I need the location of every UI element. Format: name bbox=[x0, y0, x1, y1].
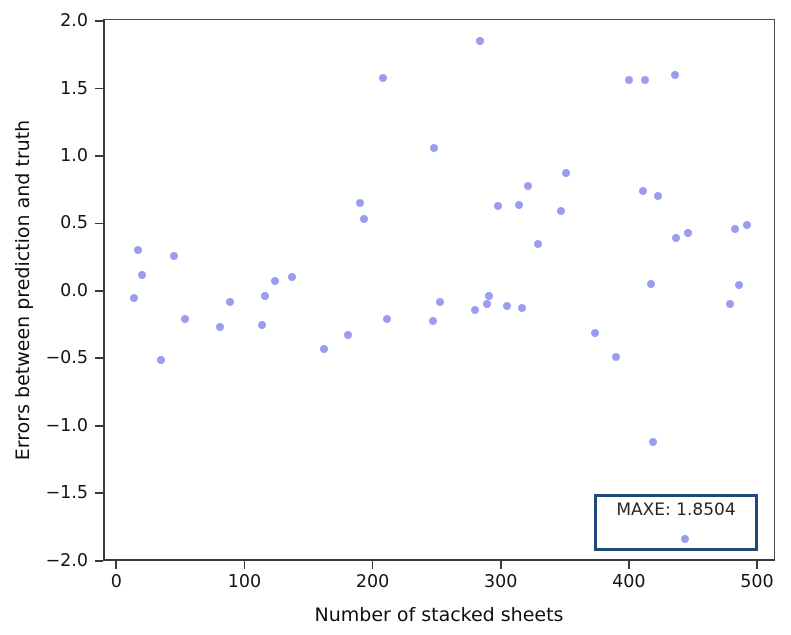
x-tick-label: 0 bbox=[110, 572, 122, 592]
x-tick bbox=[499, 561, 502, 569]
y-tick bbox=[95, 424, 103, 427]
data-point bbox=[130, 293, 139, 302]
data-point bbox=[654, 192, 663, 201]
data-point bbox=[562, 169, 570, 178]
x-tick bbox=[627, 561, 630, 569]
data-point bbox=[137, 270, 146, 279]
data-point bbox=[672, 234, 681, 243]
data-point bbox=[523, 181, 532, 190]
data-point bbox=[725, 300, 734, 309]
y-tick bbox=[95, 87, 103, 90]
data-point bbox=[216, 323, 225, 332]
y-tick-label: 0.0 bbox=[60, 280, 88, 301]
y-tick-label: 2.0 bbox=[60, 11, 88, 32]
data-point bbox=[514, 200, 523, 209]
data-point bbox=[382, 315, 391, 324]
data-point bbox=[169, 251, 178, 260]
data-point bbox=[485, 292, 494, 301]
data-point bbox=[591, 328, 600, 337]
data-point bbox=[731, 224, 740, 233]
plot-area bbox=[103, 19, 775, 561]
data-point bbox=[611, 352, 620, 361]
data-point bbox=[518, 304, 527, 313]
data-point bbox=[482, 300, 491, 309]
y-tick-label: 0.5 bbox=[60, 213, 88, 234]
data-point bbox=[638, 187, 647, 196]
data-point bbox=[670, 71, 679, 79]
x-tick bbox=[756, 561, 758, 569]
y-tick bbox=[95, 20, 103, 22]
data-point bbox=[226, 297, 235, 306]
data-point bbox=[734, 281, 743, 290]
data-point bbox=[258, 320, 267, 329]
x-tick bbox=[115, 561, 118, 569]
x-tick-label: 500 bbox=[740, 572, 774, 592]
data-point bbox=[260, 292, 269, 301]
x-tick bbox=[243, 561, 246, 569]
y-tick-label: −1.0 bbox=[45, 415, 89, 436]
y-tick-label: −1.5 bbox=[45, 483, 89, 504]
data-point bbox=[287, 273, 296, 282]
y-tick bbox=[95, 559, 103, 562]
x-tick-label: 400 bbox=[612, 572, 646, 592]
data-point bbox=[436, 297, 445, 306]
data-point bbox=[344, 331, 353, 340]
x-axis-label: Number of stacked sheets bbox=[314, 604, 564, 626]
data-point bbox=[649, 437, 658, 446]
data-point bbox=[533, 239, 542, 248]
data-point bbox=[624, 76, 633, 85]
x-tick-label: 300 bbox=[483, 572, 518, 592]
data-point bbox=[476, 37, 485, 46]
data-point bbox=[742, 220, 751, 229]
x-tick-label: 100 bbox=[227, 572, 262, 592]
data-point bbox=[646, 280, 655, 289]
maxe-annotation-box: MAXE: 1.8504 bbox=[594, 494, 758, 551]
x-tick bbox=[371, 561, 374, 569]
data-point bbox=[683, 228, 692, 237]
data-point bbox=[503, 301, 512, 310]
y-tick-label: 1.5 bbox=[60, 78, 88, 99]
y-tick bbox=[95, 155, 103, 157]
data-point bbox=[428, 316, 437, 325]
data-point bbox=[181, 315, 190, 324]
data-point bbox=[494, 201, 503, 210]
data-point bbox=[641, 76, 650, 85]
data-point bbox=[157, 355, 166, 364]
y-tick bbox=[95, 289, 103, 292]
data-point bbox=[271, 277, 280, 286]
data-point bbox=[430, 143, 439, 152]
y-tick-label: 1.0 bbox=[60, 145, 88, 166]
y-tick bbox=[95, 492, 103, 495]
data-point bbox=[359, 215, 368, 224]
data-point bbox=[556, 207, 565, 216]
y-tick-label: −2.0 bbox=[45, 550, 89, 571]
maxe-annotation-text: MAXE: 1.8504 bbox=[616, 500, 736, 520]
y-tick bbox=[95, 222, 103, 225]
data-point bbox=[319, 344, 328, 353]
y-tick-label: −0.5 bbox=[45, 348, 89, 369]
data-point bbox=[355, 199, 364, 208]
data-point bbox=[378, 73, 387, 82]
y-tick bbox=[95, 357, 103, 360]
data-point bbox=[681, 535, 690, 544]
data-point bbox=[134, 246, 143, 255]
data-point bbox=[471, 305, 480, 314]
x-tick-label: 200 bbox=[355, 572, 390, 592]
